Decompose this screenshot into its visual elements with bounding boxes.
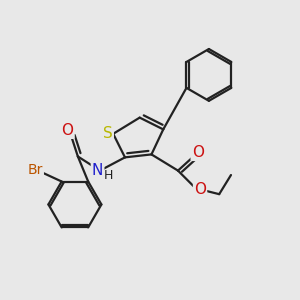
Text: O: O bbox=[194, 182, 206, 197]
Text: O: O bbox=[192, 145, 204, 160]
Text: N: N bbox=[92, 163, 103, 178]
Text: O: O bbox=[61, 123, 74, 138]
Text: H: H bbox=[103, 169, 113, 182]
Text: S: S bbox=[103, 126, 113, 141]
Text: Br: Br bbox=[28, 163, 43, 177]
